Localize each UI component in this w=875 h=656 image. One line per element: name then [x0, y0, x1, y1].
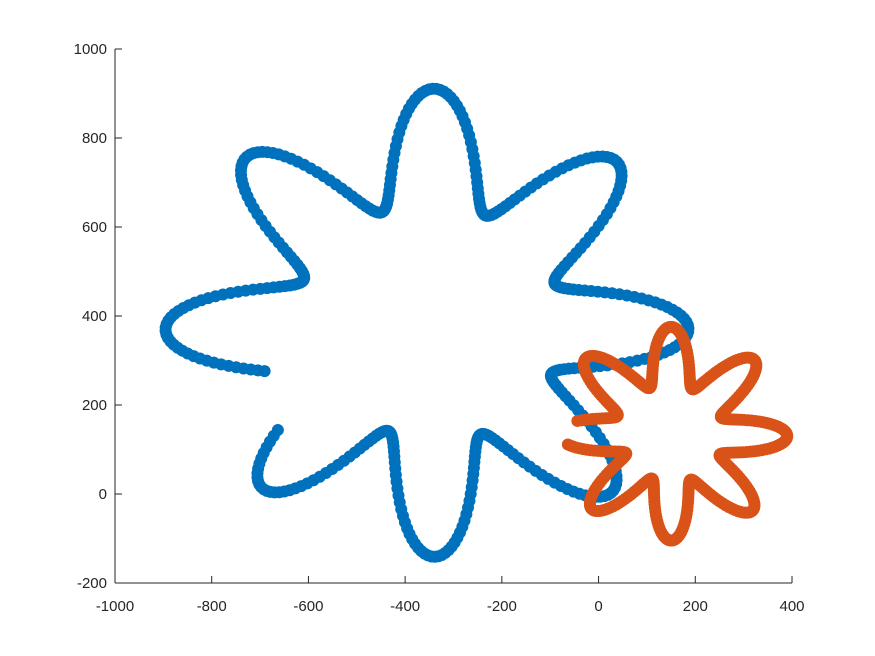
y-tick-label: 400 — [82, 308, 107, 325]
y-tick-label: 200 — [82, 397, 107, 414]
x-tick-label: -200 — [487, 598, 517, 615]
x-tick-label: 0 — [594, 598, 602, 615]
y-tick-label: 800 — [82, 130, 107, 147]
x-tick-label: 400 — [779, 598, 804, 615]
y-tick-label: 600 — [82, 219, 107, 236]
x-tick-label: 200 — [683, 598, 708, 615]
data-point — [258, 365, 271, 378]
y-tick-label: 0 — [99, 486, 107, 503]
x-tick-label: -1000 — [96, 598, 134, 615]
y-tick-label: 1000 — [74, 41, 107, 58]
x-tick-label: -400 — [390, 598, 420, 615]
data-point — [571, 414, 584, 427]
x-tick-label: -600 — [293, 598, 323, 615]
series-1 — [159, 82, 695, 563]
series-layer — [159, 82, 794, 563]
x-tick-label: -800 — [197, 598, 227, 615]
axes: -1000 -800 -600 -400 -200 0 200 400 -200 0 200 400 6… — [74, 41, 805, 615]
y-tick-label: -200 — [77, 575, 107, 592]
series-2 — [561, 320, 794, 547]
